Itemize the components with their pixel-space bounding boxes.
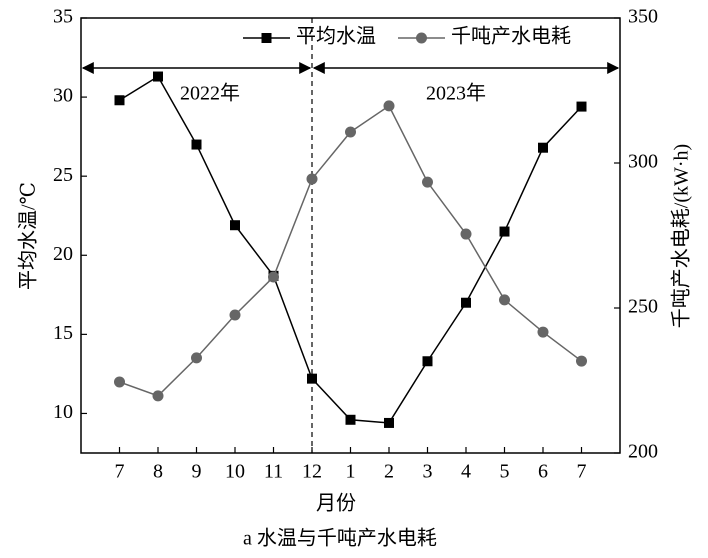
data-point [268,271,279,283]
data-point [114,95,125,106]
data-point [537,326,549,338]
data-point [307,373,317,384]
y-tick-label: 25 [53,164,73,186]
data-point [538,142,548,153]
series-line [119,104,582,397]
y-tick-label: 20 [53,243,73,265]
data-point [306,173,318,185]
x-tick-label: 5 [500,461,510,483]
legend-marker [416,32,427,44]
x-tick-label: 8 [153,461,163,483]
x-tick-label: 11 [264,461,283,483]
y-tick-label: 35 [53,6,73,28]
x-tick-label: 9 [192,461,202,483]
legend-label: 平均水温 [296,25,376,48]
data-point [576,101,587,112]
y2-tick-label: 350 [628,6,658,28]
annotation: 2023年 [426,82,486,105]
x-tick-label: 10 [225,461,245,483]
data-point [460,228,472,240]
data-point [345,414,356,425]
legend-label: 千吨产水电耗 [451,25,571,48]
data-point [461,297,471,308]
x-tick-label: 1 [346,461,356,483]
data-point [499,294,510,306]
legend-marker [261,33,272,43]
x-tick-label: 7 [115,461,125,483]
data-point [499,226,510,237]
y-tick-label: 15 [53,322,73,344]
data-point [422,176,433,188]
y-axis-label: 平均水温/℃ [17,182,40,290]
x-tick-label: 12 [302,461,322,483]
y2-tick-label: 250 [628,296,658,318]
data-point [383,100,395,112]
y-tick-label: 10 [53,401,73,423]
x-axis-label: 月份 [316,492,356,515]
data-point [153,71,163,82]
data-point [191,352,202,364]
x-tick-label: 7 [577,461,587,483]
y2-tick-label: 200 [628,441,658,463]
caption: a 水温与千吨产水电耗 [243,527,437,550]
y-tick-label: 30 [53,85,73,107]
data-point [229,309,241,321]
x-tick-label: 6 [538,461,548,483]
x-tick-label: 2 [384,461,394,483]
data-point [384,417,394,428]
data-point [422,356,433,367]
data-point [114,376,125,388]
x-tick-label: 3 [423,461,433,483]
x-tick-label: 4 [461,461,471,483]
data-point [576,355,587,367]
data-point [191,139,202,150]
data-point [345,126,356,138]
data-point [230,220,240,231]
annotation: 2022年 [180,82,240,105]
y2-axis-label: 千吨产水电耗/(kW·h) [670,144,693,328]
data-point [152,390,164,402]
y2-tick-label: 300 [628,151,658,173]
